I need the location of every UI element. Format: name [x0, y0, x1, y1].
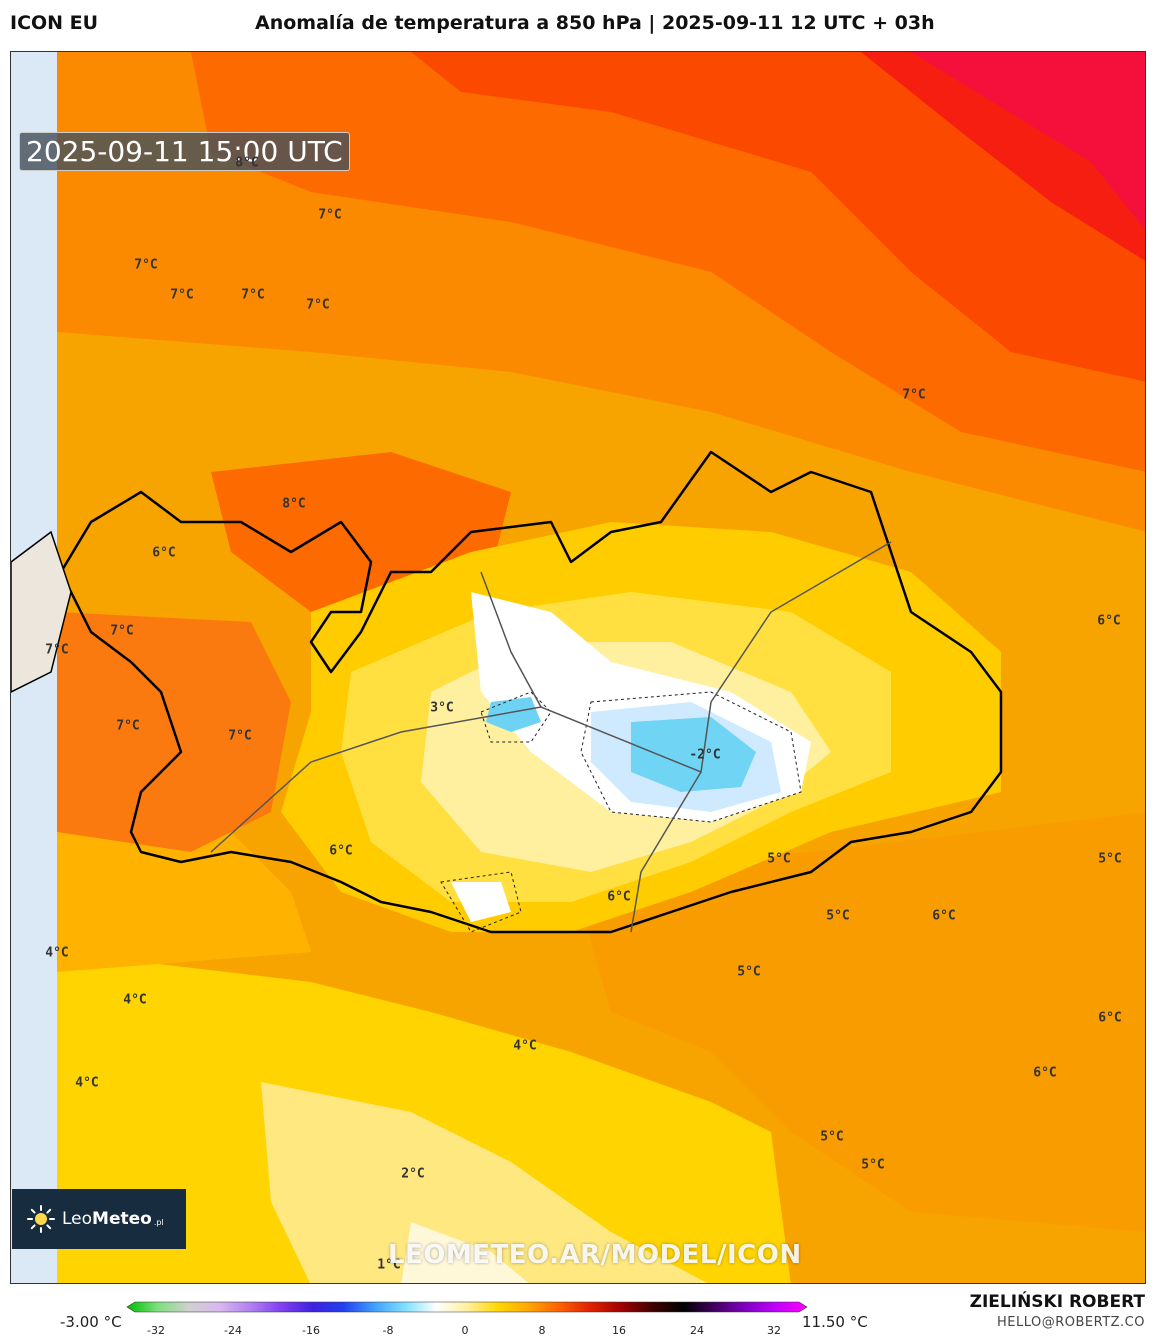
temperature-label: 6°C — [607, 889, 631, 905]
colorbar-min-label: -3.00 °C — [60, 1313, 122, 1331]
temperature-label: -2°C — [689, 747, 721, 763]
colorbar-tick: -32 — [147, 1324, 165, 1337]
colorbar-ramp — [126, 1301, 808, 1313]
colorbar-max-label: 11.50 °C — [802, 1313, 868, 1331]
colorbar-tick: 16 — [612, 1324, 626, 1337]
colorbar — [126, 1301, 808, 1313]
logo-name: LeoMeteo — [62, 1209, 152, 1229]
temperature-label: 1°C — [377, 1257, 401, 1273]
colorbar-tick: 8 — [538, 1324, 546, 1337]
map-canvas — [11, 52, 1145, 1283]
colorbar-ticks: -32 -24 -16 -8 0 8 16 24 32 — [125, 1324, 805, 1340]
author-email[interactable]: HELLO@ROBERTZ.CO — [996, 1315, 1145, 1330]
temperature-label: 5°C — [820, 1129, 844, 1145]
colorbar-tick: -24 — [224, 1324, 242, 1337]
colorbar-tick: 32 — [767, 1324, 781, 1337]
temperature-label: 4°C — [45, 945, 69, 961]
temperature-label: 5°C — [1098, 851, 1122, 867]
temperature-label: 2°C — [401, 1166, 425, 1182]
temperature-label: 6°C — [152, 545, 176, 561]
temperature-label: 5°C — [861, 1157, 885, 1173]
author-name: ZIELIŃSKI ROBERT — [969, 1292, 1145, 1312]
temperature-label: 4°C — [123, 992, 147, 1008]
model-name: ICON EU — [10, 12, 99, 34]
temperature-label: 6°C — [932, 908, 956, 924]
watermark: LEOMETEO.AR/MODEL/ICON — [388, 1240, 802, 1270]
temperature-label: 8°C — [282, 496, 306, 512]
temperature-label: 6°C — [1033, 1065, 1057, 1081]
temperature-label: 6°C — [1098, 1010, 1122, 1026]
temperature-label: 3°C — [430, 700, 454, 716]
page-title: Anomalía de temperatura a 850 hPa | 2025… — [255, 12, 935, 34]
temperature-label: 7°C — [116, 718, 140, 734]
temperature-label: 8°C — [235, 155, 259, 171]
colorbar-tick: 24 — [690, 1324, 704, 1337]
temperature-label: 7°C — [134, 257, 158, 273]
temperature-label: 4°C — [513, 1038, 537, 1054]
temperature-label: 7°C — [45, 642, 69, 658]
logo-suffix: .pl — [153, 1217, 164, 1227]
valid-time-badge: 2025-09-11 15:00 UTC — [19, 132, 350, 171]
temperature-label: 6°C — [329, 843, 353, 859]
iceland-coastline — [59, 450, 1003, 934]
temperature-label: 4°C — [75, 1075, 99, 1091]
leometeo-logo[interactable]: LeoMeteo .pl — [12, 1189, 186, 1249]
temperature-label: 7°C — [902, 387, 926, 403]
colorbar-tick: -16 — [302, 1324, 320, 1337]
temperature-anomaly-map[interactable]: 2025-09-11 15:00 UTC 8°C 7°C 7°C 7°C 7°C… — [10, 51, 1146, 1284]
temperature-label: 7°C — [170, 287, 194, 303]
temperature-label: 7°C — [228, 728, 252, 744]
temperature-label: 7°C — [306, 297, 330, 313]
temperature-label: 5°C — [737, 964, 761, 980]
colorbar-tick: 0 — [461, 1324, 469, 1337]
temperature-label: 7°C — [110, 623, 134, 639]
temperature-label: 7°C — [318, 207, 342, 223]
temperature-label: 5°C — [767, 851, 791, 867]
temperature-label: 7°C — [241, 287, 265, 303]
temperature-label: 5°C — [826, 908, 850, 924]
sun-icon — [26, 1204, 56, 1234]
temperature-label: 6°C — [1097, 613, 1121, 629]
colorbar-tick: -8 — [382, 1324, 394, 1337]
